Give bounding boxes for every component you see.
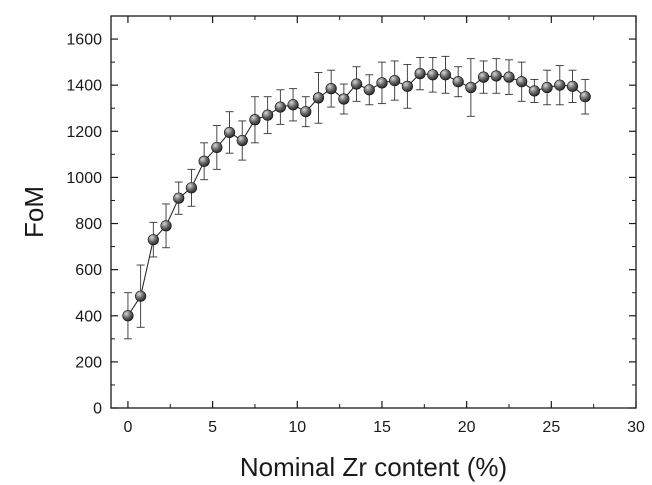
x-tick-label: 0 [123,419,132,436]
data-point [262,109,274,121]
data-point [236,134,248,147]
data-point [401,80,413,92]
y-tick-label: 1000 [66,170,102,187]
data-points [122,68,591,322]
data-point [312,92,325,104]
x-tick-label: 10 [288,419,306,436]
data-point [541,81,553,94]
data-point [452,76,464,88]
data-point [363,84,375,96]
series-line [127,73,586,317]
data-point [350,78,363,90]
data-point [477,71,490,83]
data-point [135,290,147,302]
y-tick-label: 400 [75,308,102,325]
series-polyline [127,73,586,317]
x-axis-title: Nominal Zr content (%) [240,452,507,482]
x-tick-label: 25 [542,419,560,436]
data-point [389,74,401,87]
x-tick-label: 30 [627,419,645,436]
data-point [579,91,591,103]
data-point [300,106,312,118]
y-tick-label: 1400 [66,78,102,95]
plot-frame [110,15,637,409]
y-tick-label: 200 [75,354,102,371]
data-point [223,126,236,139]
data-point [566,80,579,92]
x-tick-label: 5 [208,419,217,436]
y-tick-label: 1600 [66,32,102,49]
data-point [414,68,426,80]
data-point [287,99,299,111]
x-tick-label: 20 [458,419,476,436]
y-tick-label: 800 [75,216,102,233]
ticks: 0 5 10 15 20 25 30 0 200 400 600 800 1000 1200 1400 160… [66,16,645,436]
data-point [516,76,528,88]
data-point [554,79,566,91]
data-point [465,81,477,94]
data-point [503,71,515,83]
data-point [490,70,502,82]
data-point [338,93,350,105]
data-point [173,192,185,204]
data-point [439,69,452,81]
data-point [249,114,261,126]
data-point [211,141,223,154]
data-point [325,83,337,95]
data-point [376,77,388,89]
data-point [274,101,286,113]
data-point [528,85,540,97]
error-bars [123,55,590,340]
axes [110,15,637,409]
y-tick-label: 0 [93,401,102,418]
y-tick-label: 600 [75,262,102,279]
x-tick-label: 15 [373,419,391,436]
data-point [427,69,439,81]
data-point [147,234,159,246]
data-point [122,310,134,322]
y-axis-title: FoM [19,186,49,238]
data-point [198,155,210,167]
data-point [160,220,172,232]
data-point [185,182,198,194]
y-tick-label: 1200 [66,124,102,141]
